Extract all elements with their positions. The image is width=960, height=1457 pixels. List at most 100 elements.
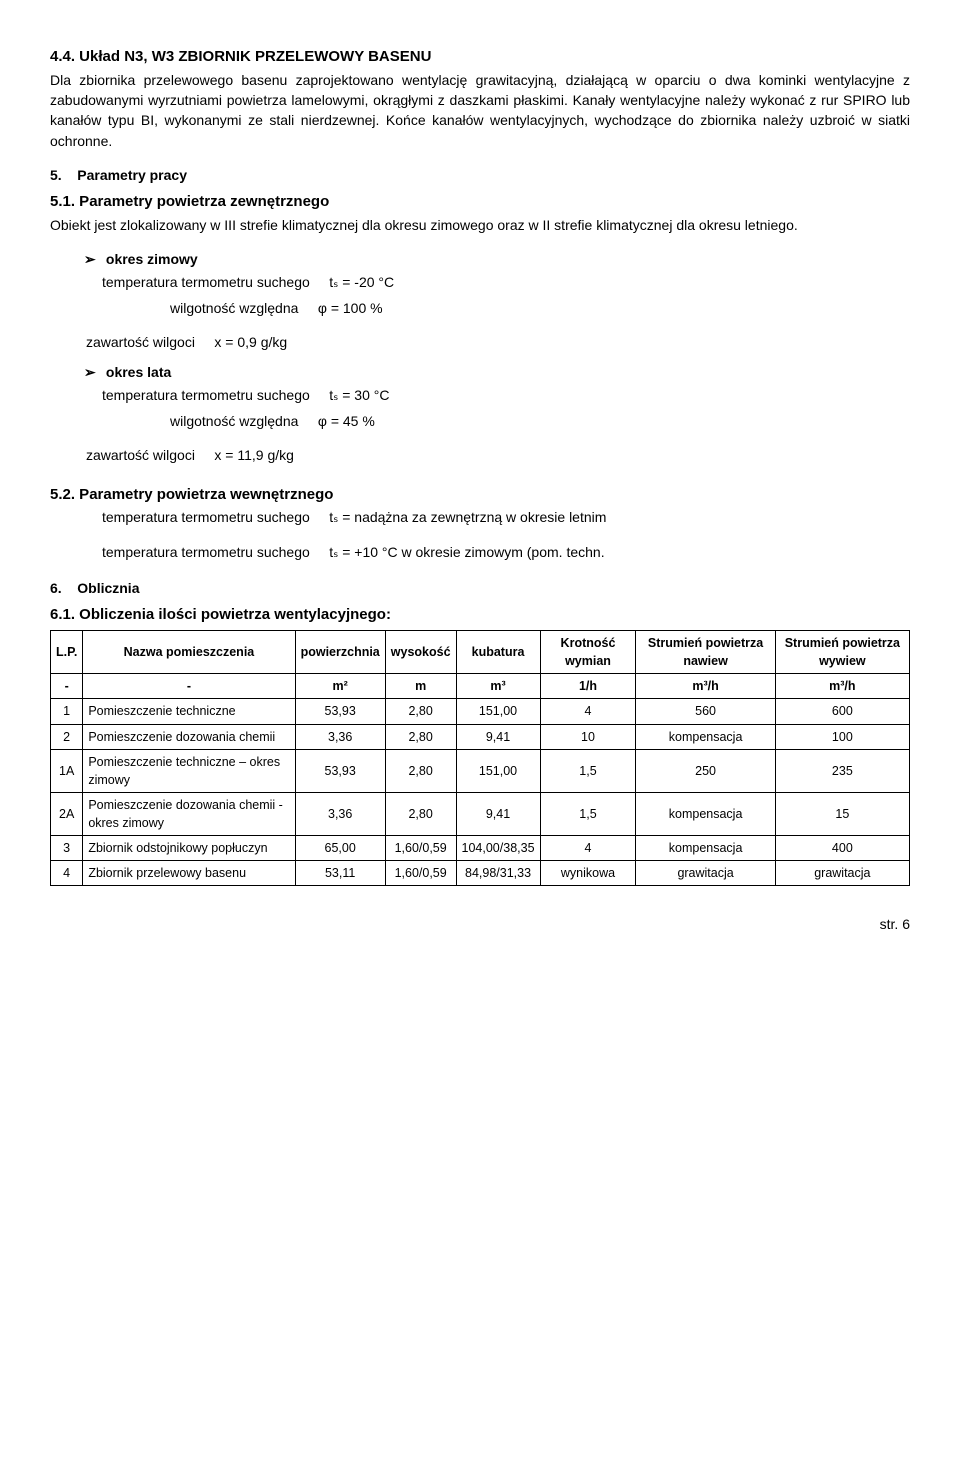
summer-l2b: φ = 45 % [318, 413, 375, 429]
label-6: Oblicznia [77, 580, 139, 596]
table-cell: Zbiornik odstojnikowy popłuczyn [83, 836, 295, 861]
winter-l2b: φ = 100 % [318, 300, 383, 316]
calc-table: L.P. Nazwa pomieszczenia powierzchnia wy… [50, 630, 910, 886]
winter-l2: wilgotność względna φ = 100 % [170, 298, 910, 318]
table-cell: 65,00 [295, 836, 385, 861]
winter-block: ➢ okres zimowy temperatura termometru su… [84, 249, 910, 292]
table-row: 2Pomieszczenie dozowania chemii3,362,809… [51, 724, 910, 749]
summer-l3: zawartość wilgoci x = 11,9 g/kg [86, 445, 910, 465]
table-cell: Pomieszczenie dozowania chemii [83, 724, 295, 749]
s52-l2b: tₛ = +10 °C w okresie zimowym (pom. tech… [329, 544, 604, 560]
table-cell: 53,11 [295, 861, 385, 886]
table-cell: grawitacja [775, 861, 909, 886]
chevron-icon: ➢ [84, 249, 102, 269]
th-rate: Krotność wymian [540, 631, 636, 674]
table-cell: kompensacja [636, 724, 775, 749]
s52-l2: temperatura termometru suchego tₛ = +10 … [102, 542, 910, 562]
table-cell: 2,80 [385, 792, 456, 835]
table-units-row: - - m² m m³ 1/h m³/h m³/h [51, 674, 910, 699]
summer-l3a: zawartość wilgoci [86, 447, 195, 463]
table-cell: 400 [775, 836, 909, 861]
table-cell: 1A [51, 749, 83, 792]
th-name: Nazwa pomieszczenia [83, 631, 295, 674]
winter-l3a: zawartość wilgoci [86, 334, 195, 350]
table-row: 4Zbiornik przelewowy basenu53,111,60/0,5… [51, 861, 910, 886]
table-cell: 560 [636, 699, 775, 724]
table-row: 3Zbiornik odstojnikowy popłuczyn65,001,6… [51, 836, 910, 861]
body-4-4: Dla zbiornika przelewowego basenu zaproj… [50, 70, 910, 151]
th-volume: kubatura [456, 631, 540, 674]
table-cell: 2 [51, 724, 83, 749]
table-row: 1APomieszczenie techniczne – okres zimow… [51, 749, 910, 792]
u-supply: m³/h [636, 674, 775, 699]
page-number: str. 6 [50, 914, 910, 934]
heading-5-2: 5.2. Parametry powietrza wewnętrznego [50, 484, 910, 506]
table-cell: kompensacja [636, 836, 775, 861]
winter-l1b: tₛ = -20 °C [329, 274, 394, 290]
u-volume: m³ [456, 674, 540, 699]
body-5-1: Obiekt jest zlokalizowany w III strefie … [50, 215, 910, 235]
table-header-row: L.P. Nazwa pomieszczenia powierzchnia wy… [51, 631, 910, 674]
u-rate: 1/h [540, 674, 636, 699]
table-cell: 600 [775, 699, 909, 724]
table-cell: 1,5 [540, 792, 636, 835]
table-cell: 15 [775, 792, 909, 835]
table-cell: 1 [51, 699, 83, 724]
table-cell: 10 [540, 724, 636, 749]
table-cell: 9,41 [456, 724, 540, 749]
table-cell: wynikowa [540, 861, 636, 886]
table-cell: 4 [540, 699, 636, 724]
table-cell: 53,93 [295, 749, 385, 792]
winter-l1a: temperatura termometru suchego [102, 274, 310, 290]
s52-l1: temperatura termometru suchego tₛ = nadą… [102, 507, 910, 527]
table-cell: 2A [51, 792, 83, 835]
table-row: 1Pomieszczenie techniczne53,932,80151,00… [51, 699, 910, 724]
table-cell: Pomieszczenie dozowania chemii - okres z… [83, 792, 295, 835]
num-5: 5. [50, 167, 62, 183]
th-exhaust: Strumień powietrza wywiew [775, 631, 909, 674]
table-cell: 53,93 [295, 699, 385, 724]
table-cell: 104,00/38,35 [456, 836, 540, 861]
label-5: Parametry pracy [77, 167, 187, 183]
th-height: wysokość [385, 631, 456, 674]
summer-l1b: tₛ = 30 °C [329, 387, 389, 403]
u-lp: - [51, 674, 83, 699]
s52-l1b: tₛ = nadążna za zewnętrzną w okresie let… [329, 509, 606, 525]
table-cell: 9,41 [456, 792, 540, 835]
table-cell: 3,36 [295, 724, 385, 749]
th-lp: L.P. [51, 631, 83, 674]
table-cell: 84,98/31,33 [456, 861, 540, 886]
winter-title: okres zimowy [106, 251, 198, 267]
table-cell: 151,00 [456, 749, 540, 792]
summer-l3b: x = 11,9 g/kg [214, 447, 294, 463]
winter-l3b: x = 0,9 g/kg [214, 334, 287, 350]
table-cell: kompensacja [636, 792, 775, 835]
heading-5: 5. Parametry pracy [50, 165, 910, 185]
table-cell: 151,00 [456, 699, 540, 724]
summer-title: okres lata [106, 364, 171, 380]
table-cell: grawitacja [636, 861, 775, 886]
table-cell: Pomieszczenie techniczne [83, 699, 295, 724]
table-cell: 1,60/0,59 [385, 861, 456, 886]
table-cell: 1,60/0,59 [385, 836, 456, 861]
table-cell: 3 [51, 836, 83, 861]
table-cell: 2,80 [385, 699, 456, 724]
summer-l2: wilgotność względna φ = 45 % [170, 411, 910, 431]
chevron-icon: ➢ [84, 362, 102, 382]
summer-block: ➢ okres lata temperatura termometru such… [84, 362, 910, 405]
heading-4-4: 4.4. Układ N3, W3 ZBIORNIK PRZELEWOWY BA… [50, 46, 910, 68]
table-cell: Pomieszczenie techniczne – okres zimowy [83, 749, 295, 792]
table-cell: 4 [540, 836, 636, 861]
s52-l2a: temperatura termometru suchego [102, 544, 310, 560]
table-cell: 2,80 [385, 724, 456, 749]
heading-6: 6. Oblicznia [50, 578, 910, 598]
table-cell: 250 [636, 749, 775, 792]
table-cell: Zbiornik przelewowy basenu [83, 861, 295, 886]
summer-l2a: wilgotność względna [170, 413, 298, 429]
table-cell: 100 [775, 724, 909, 749]
heading-6-1: 6.1. Obliczenia ilości powietrza wentyla… [50, 604, 910, 626]
th-area: powierzchnia [295, 631, 385, 674]
s52-l1a: temperatura termometru suchego [102, 509, 310, 525]
table-cell: 235 [775, 749, 909, 792]
th-supply: Strumień powietrza nawiew [636, 631, 775, 674]
